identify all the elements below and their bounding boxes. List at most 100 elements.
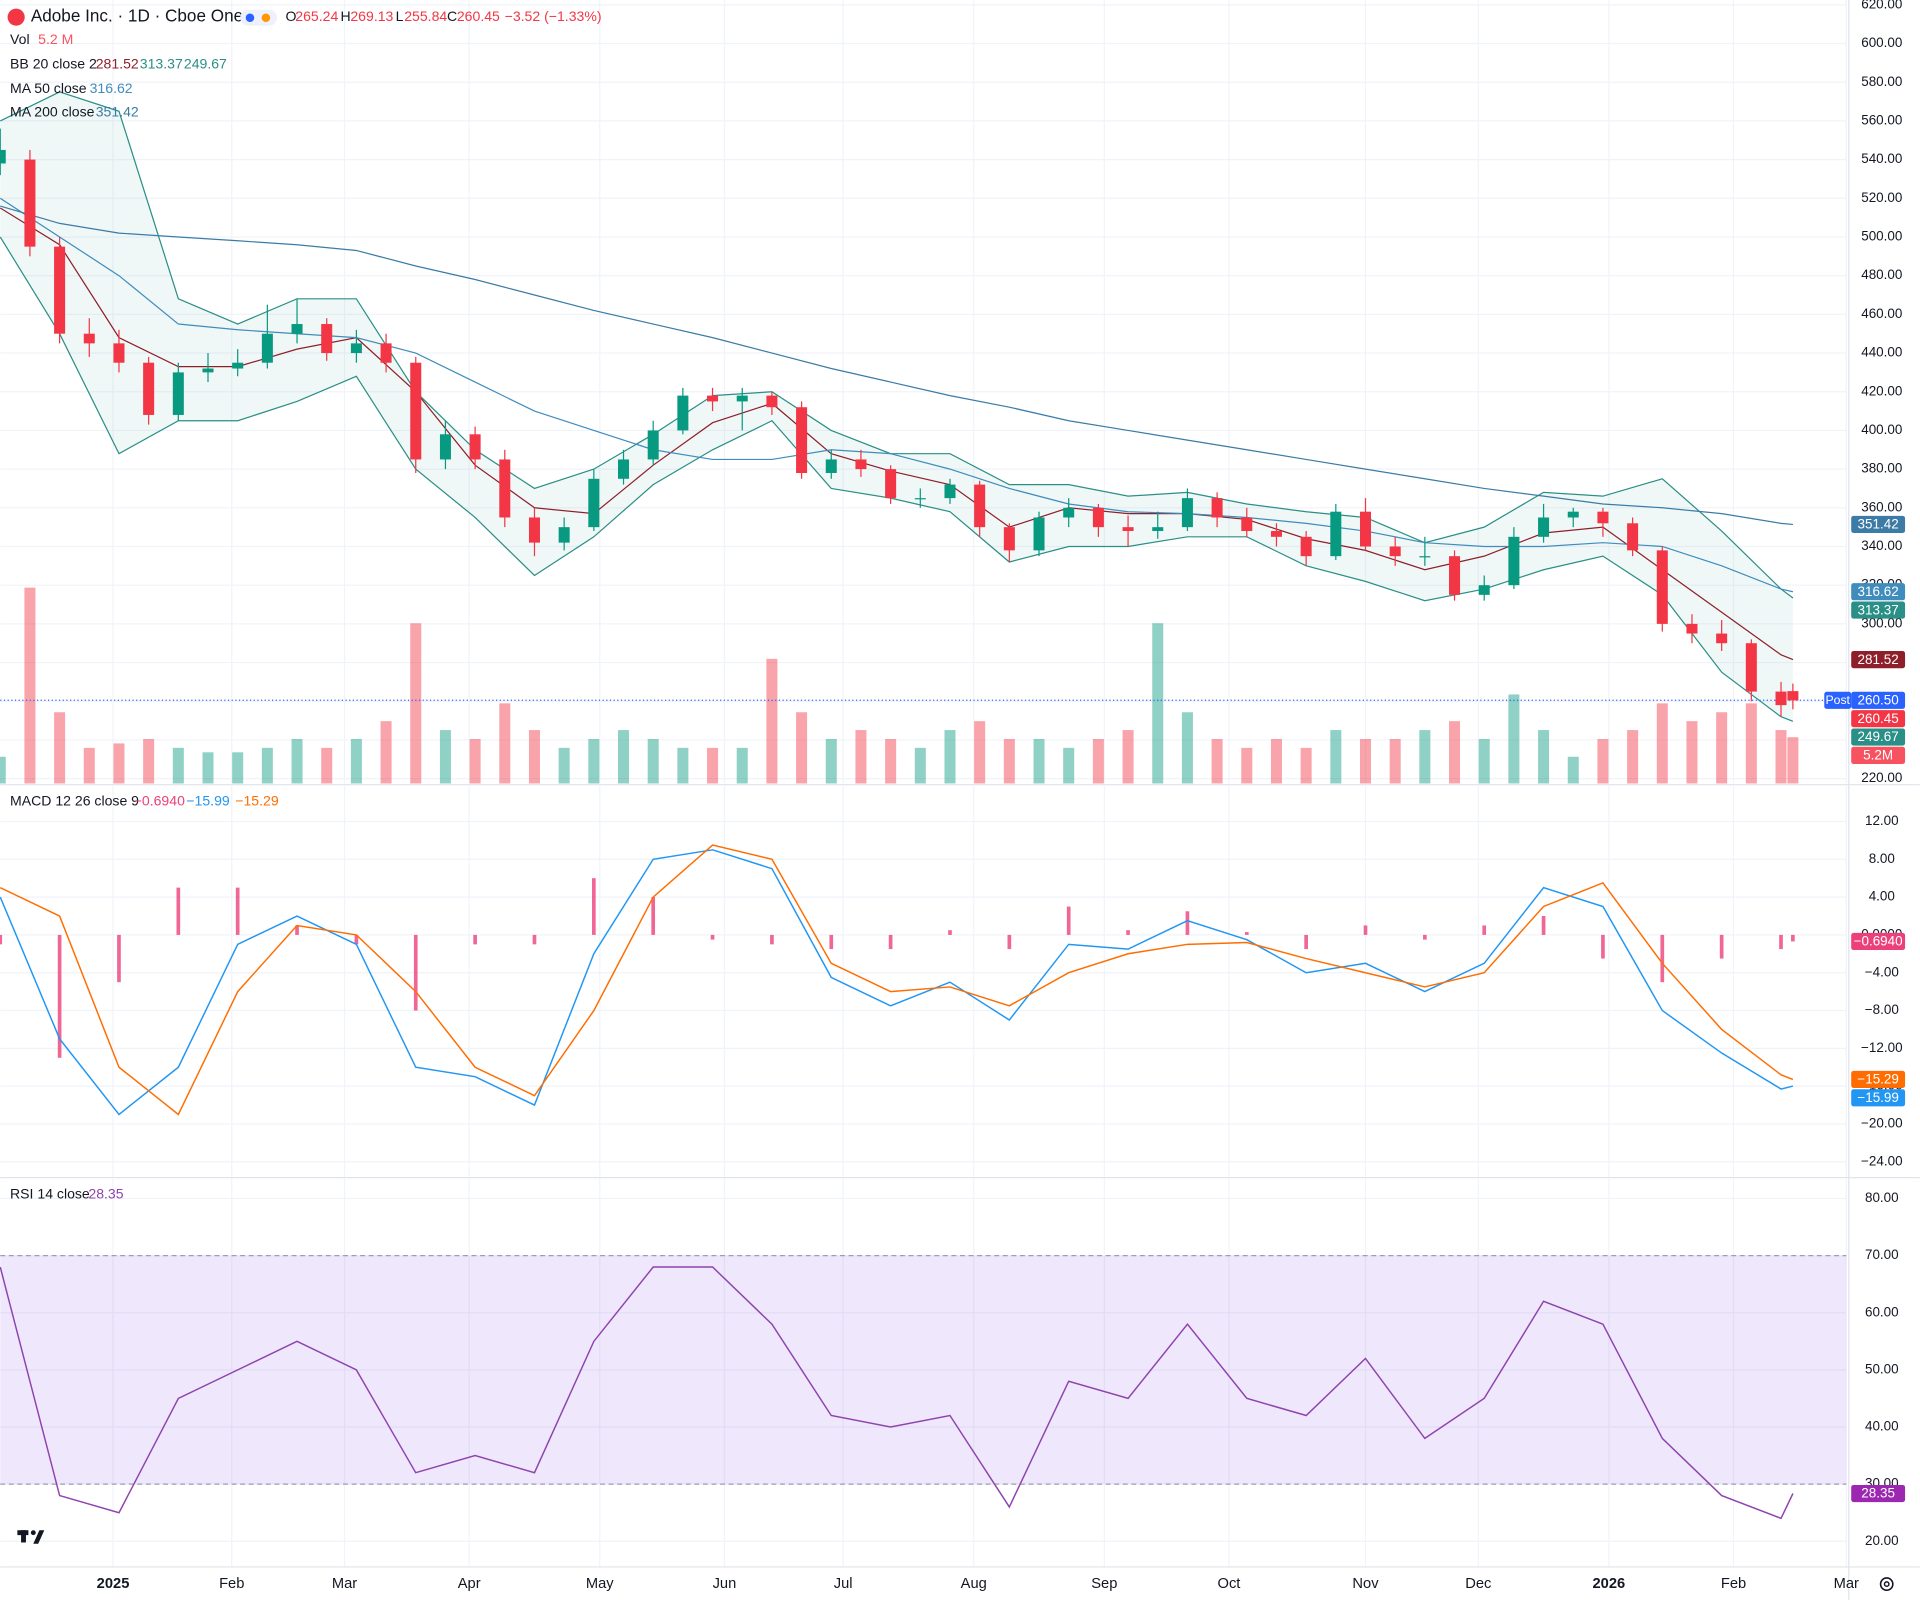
histogram-bar: [1423, 934, 1427, 940]
volume-bar: [1478, 738, 1490, 784]
histogram-bar: [1304, 934, 1308, 950]
candle-body: [914, 498, 926, 500]
indicator-name[interactable]: MACD 12 26 close 9: [10, 793, 139, 809]
y-tick-label: 80.00: [1865, 1190, 1899, 1205]
volume-bar: [528, 730, 540, 784]
candle-body: [647, 430, 659, 460]
indicator-name[interactable]: MA 50 close: [10, 80, 87, 96]
rsi-line: [0, 1266, 1794, 1520]
candle-body: [1300, 536, 1312, 557]
candle-body: [1508, 536, 1520, 586]
y-tick-label: 580.00: [1861, 74, 1902, 89]
candle-body: [291, 324, 303, 334]
volume-bar: [1211, 738, 1223, 784]
indicator-name[interactable]: MA 200 close: [10, 103, 95, 119]
histogram-bar: [532, 934, 537, 945]
price-tag-label: 5.2M: [1863, 748, 1893, 763]
candle-body: [1656, 550, 1668, 624]
candle-body: [143, 362, 155, 415]
histogram-bar: [1601, 934, 1605, 959]
y-tick-label: 400.00: [1861, 422, 1902, 437]
volume-bar: [1270, 738, 1282, 784]
price-tag: [1851, 601, 1906, 619]
price-tag: [1851, 651, 1906, 669]
volume-bar: [1122, 730, 1134, 784]
y-tick-label: 60.00: [1865, 1304, 1899, 1319]
tradingview-logo[interactable]: [17, 1530, 45, 1544]
candle-body: [1478, 585, 1490, 595]
volume-bar: [1003, 738, 1015, 784]
indicator-value: −0.6940: [134, 793, 185, 809]
volume-bar: [1538, 730, 1550, 784]
symbol-title[interactable]: Adobe Inc. · 1D · Cboe One: [31, 6, 243, 26]
y-tick-label: 220.00: [1861, 770, 1902, 785]
candle-body: [796, 407, 808, 473]
candle-body: [1270, 531, 1282, 537]
indicator-name[interactable]: Vol: [10, 31, 30, 47]
volume-bar: [1300, 747, 1312, 784]
volume-bar: [1597, 738, 1609, 784]
volume-bar: [1449, 721, 1461, 784]
indicator-name[interactable]: RSI 14 close: [10, 1186, 90, 1202]
y-tick-label: 8.00: [1869, 851, 1895, 866]
candle-body: [1567, 511, 1579, 518]
volume-bar: [321, 747, 333, 784]
price-tag: [1851, 691, 1906, 709]
indicator-value: 281.52: [96, 56, 139, 72]
status-dot: [245, 13, 255, 23]
histogram-bar: [1719, 934, 1724, 959]
volume-bar: [1567, 756, 1579, 784]
candle-body: [469, 434, 481, 460]
x-tick-label: Sep: [1091, 1576, 1117, 1592]
indicator-line: [0, 207, 1794, 661]
candle-body: [439, 434, 451, 460]
volume-bar: [1716, 712, 1728, 784]
logo-part: [33, 1530, 45, 1544]
candle-body: [54, 246, 66, 334]
histogram-bar: [0, 934, 3, 945]
volume-bar: [707, 747, 719, 784]
histogram-bar: [413, 934, 418, 1011]
ohlc-value: 269.13: [350, 8, 393, 24]
volume-bar: [855, 730, 867, 784]
logo-part: [21, 1530, 26, 1543]
y-tick-label: 440.00: [1861, 345, 1902, 360]
volume-bar: [1745, 703, 1757, 784]
y-tick-label: 360.00: [1861, 499, 1902, 514]
histogram-bar: [295, 925, 299, 935]
candle-body: [736, 395, 748, 402]
candle-body: [1686, 623, 1698, 634]
x-tick-label: May: [586, 1576, 614, 1592]
histogram-bar: [117, 934, 121, 983]
histogram-bar: [1363, 925, 1368, 935]
histogram-bar: [473, 934, 477, 945]
histogram-bar: [888, 934, 893, 950]
y-tick-label: 420.00: [1861, 383, 1902, 398]
volume-bar: [914, 747, 926, 784]
candle-body: [974, 484, 986, 528]
price-tag: [1824, 691, 1852, 709]
y-tick-label: −24.00: [1861, 1153, 1903, 1168]
back-layer: [0, 91, 1847, 1485]
price-tag-label: 313.37: [1858, 602, 1899, 617]
macd-line: [0, 849, 1794, 1116]
histogram-bar: [591, 878, 596, 935]
price-tag-label: 28.35: [1861, 1486, 1895, 1501]
volume-bar: [1330, 730, 1342, 784]
histogram-bar: [1066, 906, 1071, 935]
volume-bar: [1775, 730, 1787, 784]
candle-body: [1597, 511, 1609, 524]
histogram-bar: [1482, 925, 1487, 935]
volume-bar: [1359, 738, 1372, 784]
indicator-value: 5.2 M: [38, 31, 73, 47]
indicator-name[interactable]: BB 20 close 2: [10, 56, 97, 72]
price-change: −3.52 (−1.33%): [505, 8, 602, 24]
logo-part: [30, 1530, 36, 1536]
volume-bar: [1033, 738, 1045, 784]
y-tick-label: 50.00: [1865, 1361, 1899, 1376]
x-tick-label: Mar: [1834, 1576, 1859, 1592]
settings-button[interactable]: [1879, 1577, 1894, 1592]
